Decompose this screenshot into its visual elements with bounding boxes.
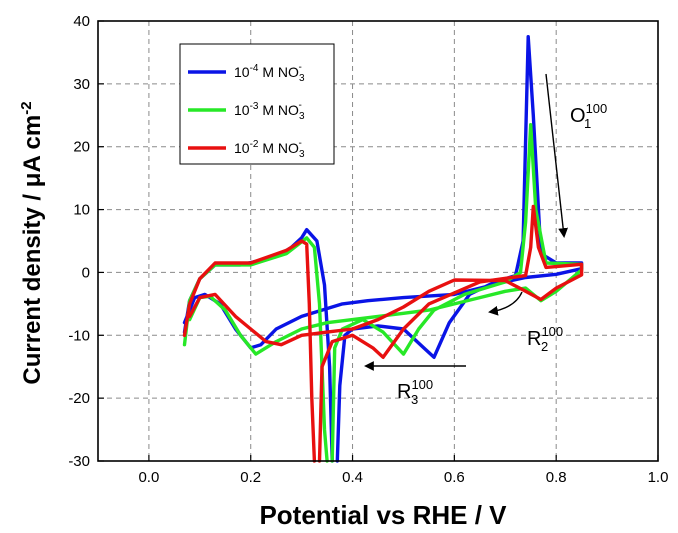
y-tick-label: -10 — [68, 327, 90, 344]
legend: 10-4 M NO3- 10-3 M NO3- 10-2 M NO3- — [179, 43, 335, 165]
arrow-r2 — [488, 291, 523, 316]
y-tick-label: 40 — [73, 13, 90, 30]
series-lines — [182, 35, 584, 463]
plot-frame — [97, 20, 659, 462]
arrow-o1 — [545, 73, 569, 238]
legend-label-2: 10-3 M NO3- — [234, 100, 305, 122]
y-tick-label: 0 — [82, 264, 90, 281]
label-r3-sup: 100 — [411, 377, 433, 392]
label-o1-sup: 100 — [586, 101, 608, 116]
label-r2-sub: 2 — [541, 339, 548, 354]
label-r3-base: R — [397, 381, 411, 403]
legend-label-1: 10-4 M NO3- — [234, 62, 305, 84]
x-tick-label: 0.2 — [240, 469, 261, 486]
label-r2: R100 — [527, 324, 563, 350]
label-o1-sub: 1 — [584, 116, 591, 131]
legend-box — [179, 43, 335, 165]
label-r2-sup: 100 — [541, 324, 563, 339]
y-axis-title-unit: μA cm — [19, 115, 46, 187]
y-tick-label: 20 — [73, 139, 90, 156]
legend-label-3: 10-2 M NO3- — [234, 138, 305, 160]
label-r2-base: R — [527, 328, 541, 350]
annotation-r3: R100 3 — [364, 361, 466, 407]
label-r3: R100 — [397, 377, 433, 403]
y-tick-label: 10 — [73, 202, 90, 219]
label-o1-base: O — [570, 105, 586, 127]
y-tick-label: 30 — [73, 76, 90, 93]
annotation-r2: R100 2 — [488, 291, 563, 354]
series-line-3 — [182, 204, 584, 463]
y-tick-label: -20 — [68, 390, 90, 407]
y-tick-label: -30 — [68, 453, 90, 470]
x-tick-label: 0.0 — [138, 469, 159, 486]
y-axis-title-prefix: Current density / — [19, 187, 46, 384]
x-axis-title: Potential vs RHE / V — [259, 500, 507, 530]
x-tick-label: 1.0 — [648, 469, 669, 486]
annotation-o1: O100 1 — [545, 73, 607, 238]
label-o1: O100 — [570, 101, 607, 127]
x-tick-label: 0.6 — [444, 469, 465, 486]
x-tick-label: 0.4 — [342, 469, 363, 486]
x-tick-label: 0.8 — [546, 469, 567, 486]
label-r3-sub: 3 — [411, 392, 418, 407]
y-axis-title-exponent: -2 — [18, 101, 35, 114]
y-axis-title: Current density / μA cm-2 — [18, 101, 46, 384]
